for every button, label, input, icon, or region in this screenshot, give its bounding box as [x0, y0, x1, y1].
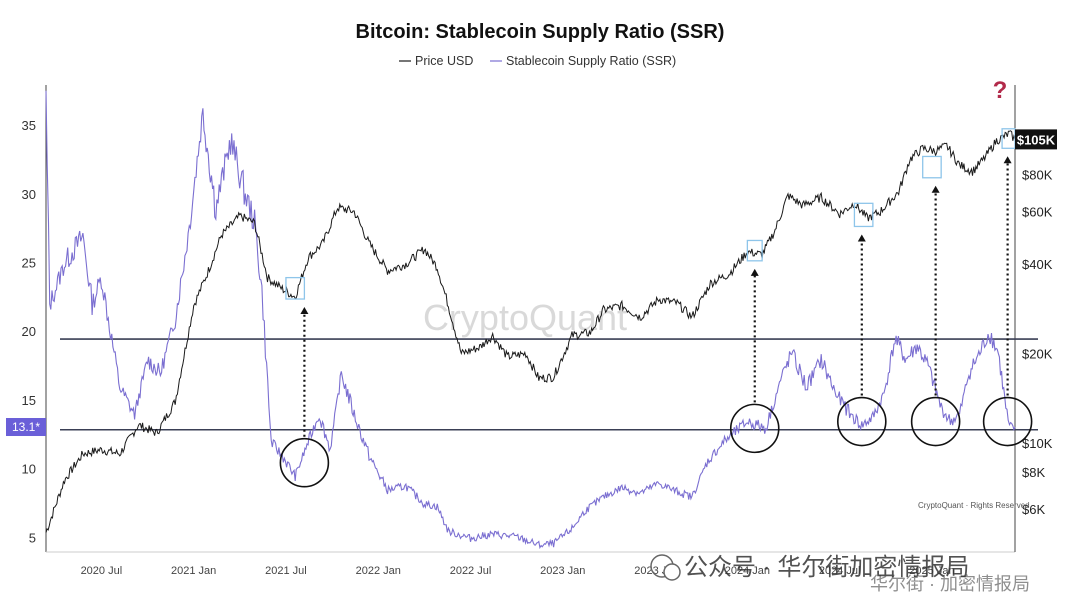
wechat-icon-bubble: [663, 563, 681, 581]
footer-secondary-label: 华尔街 · 加密情报局: [870, 574, 1030, 594]
footer: 公众号 · 华尔街加密情报局 华尔街 · 加密情报局 CryptoQuant ·…: [650, 501, 1030, 594]
ssr-circle: [279, 437, 330, 488]
right-tick-label: $60K: [1022, 205, 1053, 220]
left-tick-label: 20: [22, 324, 36, 339]
dotted-arrow-head: [1003, 156, 1012, 164]
x-tick-label: 2020 Jul: [81, 565, 123, 577]
right-tick-label: $80K: [1022, 168, 1053, 183]
threshold-lines: [60, 338, 1038, 431]
x-tick-label: 2022 Jan: [356, 565, 401, 577]
footer-credit: CryptoQuant · Rights Reserved: [918, 501, 1030, 510]
dotted-arrow-head: [857, 234, 866, 242]
ssr-circle: [837, 396, 887, 447]
right-tick-label: $6K: [1022, 502, 1045, 517]
right-axis-ticks: $6K $8K $10K $20K $40K $60K $80K: [1022, 168, 1053, 517]
left-axis-ticks: 5 10 15 20 25 30 35: [22, 118, 36, 545]
x-tick-label: 2023 Jan: [540, 565, 585, 577]
x-tick-label: 2024 Jan: [725, 565, 770, 577]
left-tick-label: 25: [22, 256, 36, 271]
price-highlight-boxes: [285, 128, 1016, 300]
footer-wechat-label: 公众号 · 华尔街加密情报局: [684, 554, 969, 581]
watermark: CryptoQuant: [423, 297, 627, 338]
x-tick-label: 2022 Jul: [450, 565, 492, 577]
chart-title: Bitcoin: Stablecoin Supply Ratio (SSR): [356, 21, 725, 43]
x-tick-label: 2021 Jul: [265, 565, 307, 577]
dotted-arrow-head: [300, 307, 309, 315]
current-ssr-badge: 13.1*: [6, 418, 46, 437]
x-axis-ticks: 2020 Jul 2021 Jan 2021 Jul 2022 Jan 2022 Jul…: [81, 565, 955, 577]
ssr-line: [45, 90, 1016, 550]
dotted-arrows: [300, 156, 1012, 437]
legend-price-label: Price USD: [415, 54, 473, 68]
ssr-circle: [982, 396, 1033, 447]
left-tick-label: 35: [22, 118, 36, 133]
x-tick-label: 2025 Jan: [909, 565, 954, 577]
current-ssr-badge-bg: [6, 418, 46, 437]
left-tick-label: 10: [22, 462, 36, 477]
right-tick-label: $8K: [1022, 465, 1045, 480]
left-tick-label: 30: [22, 187, 36, 202]
price-highlight-box: [922, 155, 942, 179]
current-ssr-badge-label: 13.1*: [12, 420, 40, 434]
current-price-badge-bg: [1015, 129, 1057, 150]
ssr-circle: [910, 396, 961, 447]
price-highlight-box: [285, 276, 306, 300]
legend-ssr-label: Stablecoin Supply Ratio (SSR): [506, 54, 676, 68]
right-tick-label: $40K: [1022, 257, 1053, 272]
current-price-badge-label: $105K: [1017, 132, 1056, 147]
left-tick-label: 15: [22, 393, 36, 408]
question-mark-annotation: ?: [993, 77, 1008, 104]
legend: Price USD Stablecoin Supply Ratio (SSR): [399, 54, 676, 68]
ssr-circle: [729, 403, 780, 454]
left-tick-label: 5: [29, 530, 36, 545]
dotted-arrow-head: [931, 185, 940, 193]
dotted-arrow-head: [750, 268, 759, 276]
price-highlight-box: [853, 202, 874, 228]
x-tick-label: 2024 Jul: [819, 565, 861, 577]
x-tick-label: 2021 Jan: [171, 565, 216, 577]
price-highlight-box: [746, 239, 763, 262]
right-tick-label: $10K: [1022, 436, 1053, 451]
right-tick-label: $20K: [1022, 347, 1053, 362]
current-price-badge: $105K: [1015, 129, 1057, 150]
ssr-circles: [279, 396, 1033, 488]
